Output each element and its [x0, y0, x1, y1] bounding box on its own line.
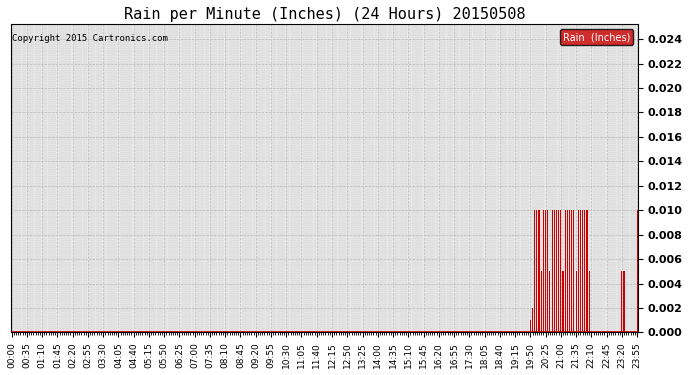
- Bar: [556, 210, 557, 333]
- Bar: [578, 210, 579, 333]
- Bar: [532, 308, 533, 333]
- Bar: [543, 210, 544, 333]
- Bar: [554, 210, 555, 333]
- Bar: [586, 210, 588, 333]
- Bar: [573, 210, 575, 333]
- Bar: [538, 210, 540, 333]
- Bar: [582, 210, 583, 333]
- Bar: [551, 210, 553, 333]
- Bar: [558, 210, 559, 333]
- Bar: [564, 210, 566, 333]
- Title: Rain per Minute (Inches) (24 Hours) 20150508: Rain per Minute (Inches) (24 Hours) 2015…: [124, 7, 525, 22]
- Bar: [541, 272, 542, 333]
- Bar: [560, 210, 562, 333]
- Bar: [562, 272, 564, 333]
- Bar: [571, 210, 572, 333]
- Bar: [637, 210, 638, 333]
- Bar: [536, 210, 538, 333]
- Bar: [547, 210, 549, 333]
- Bar: [575, 272, 577, 333]
- Text: Copyright 2015 Cartronics.com: Copyright 2015 Cartronics.com: [12, 34, 168, 43]
- Bar: [534, 210, 535, 333]
- Legend: Rain  (Inches): Rain (Inches): [560, 29, 633, 45]
- Bar: [530, 320, 531, 333]
- Bar: [545, 210, 546, 333]
- Bar: [584, 210, 585, 333]
- Bar: [549, 272, 551, 333]
- Bar: [569, 210, 570, 333]
- Bar: [589, 272, 590, 333]
- Bar: [580, 210, 581, 333]
- Bar: [621, 272, 622, 333]
- Bar: [566, 210, 568, 333]
